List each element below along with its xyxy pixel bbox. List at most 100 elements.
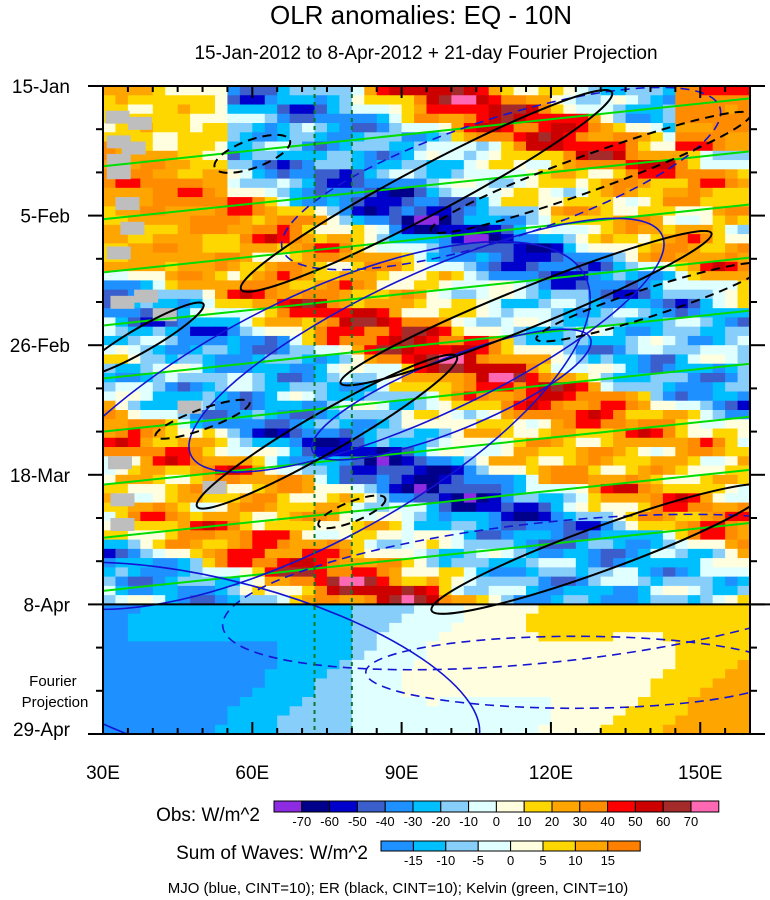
shade-cell	[414, 724, 428, 734]
shade-cell	[600, 160, 614, 170]
shade-cell	[538, 224, 552, 235]
shade-cell	[165, 280, 179, 291]
shade-cell	[563, 428, 577, 439]
shade-cell	[103, 678, 117, 689]
shade-cell	[687, 372, 701, 383]
shade-cell	[438, 622, 452, 633]
shade-cell	[526, 86, 540, 96]
shade-cell	[115, 622, 129, 633]
shade-cell	[314, 335, 328, 346]
shade-cell	[712, 465, 726, 476]
shade-cell	[538, 169, 552, 180]
shade-cell	[625, 289, 639, 300]
shade-cell	[177, 511, 191, 522]
shade-cell	[152, 141, 166, 152]
shade-cell	[127, 391, 141, 402]
shade-cell	[662, 400, 676, 411]
shade-cell	[575, 696, 589, 707]
shade-cell	[127, 576, 141, 587]
shade-cell	[339, 391, 353, 402]
shade-cell	[401, 150, 415, 161]
shade-cell	[737, 622, 750, 633]
shade-cell	[252, 530, 266, 541]
shade-cell	[339, 493, 353, 504]
shade-cell	[488, 252, 502, 263]
shade-cell	[202, 428, 216, 439]
shade-cell	[177, 567, 191, 578]
shade-cell	[625, 400, 639, 411]
shade-cell	[227, 428, 241, 439]
colorbar-level-label: 40	[600, 814, 614, 829]
shade-cell	[426, 678, 440, 689]
shade-cell	[451, 345, 465, 356]
shade-cell	[152, 530, 166, 541]
shade-cell	[227, 650, 241, 661]
shade-cell	[725, 687, 739, 698]
shade-cell	[463, 141, 477, 152]
shade-cell	[575, 641, 589, 652]
shade-cell	[575, 437, 589, 448]
kelvin-contour	[103, 362, 750, 433]
shade-cell	[401, 539, 415, 550]
shade-cell	[326, 308, 340, 319]
shade-cell	[152, 539, 166, 550]
shade-cell	[600, 280, 614, 291]
shade-cell	[351, 104, 365, 115]
shade-cell	[376, 669, 390, 680]
shade-cell	[314, 271, 328, 281]
shade-cell	[712, 326, 726, 337]
shade-cell	[513, 604, 527, 615]
shade-cell	[364, 622, 378, 633]
shade-cell	[227, 678, 241, 689]
shade-cell	[426, 169, 440, 180]
shade-cell	[550, 354, 564, 365]
shade-cell	[140, 252, 154, 263]
shade-cell	[588, 548, 602, 559]
shade-cell	[190, 650, 204, 661]
shade-cell	[401, 604, 415, 615]
shade-cell	[165, 363, 179, 374]
shade-cell	[302, 252, 316, 263]
shade-cell	[700, 335, 714, 346]
shade-cell	[538, 613, 552, 624]
shade-cell	[501, 706, 515, 717]
shade-cell	[687, 410, 701, 420]
shade-cell	[526, 104, 540, 115]
shade-cell	[351, 252, 365, 263]
shade-cell	[488, 104, 502, 115]
shade-cell	[675, 141, 689, 152]
shade-cell	[625, 650, 639, 661]
shade-cell	[152, 197, 166, 207]
shade-cell	[202, 363, 216, 374]
shade-cell	[351, 567, 365, 578]
shade-cell	[426, 706, 440, 717]
shade-cell	[190, 530, 204, 541]
shade-cell	[401, 234, 415, 244]
shade-cell	[376, 391, 390, 402]
shade-cell	[550, 178, 564, 189]
shade-cell	[414, 132, 428, 143]
shade-cell	[103, 715, 117, 726]
shade-cell	[725, 187, 739, 198]
colorbar-level-label: -20	[431, 814, 450, 829]
shade-cell	[351, 622, 365, 633]
shade-cell	[152, 224, 166, 235]
shade-cell	[190, 493, 204, 504]
shade-cell	[563, 400, 577, 411]
shade-cell	[575, 187, 589, 198]
shade-cell	[140, 669, 154, 680]
shade-cell	[414, 169, 428, 180]
shade-cell	[725, 243, 739, 254]
shade-cell	[314, 243, 328, 254]
shade-cell	[712, 252, 726, 263]
shade-cell	[351, 178, 365, 189]
shade-cell	[140, 447, 154, 457]
shade-cell	[638, 530, 652, 541]
shade-cell	[177, 187, 191, 198]
shade-cell	[662, 326, 676, 337]
shade-cell	[115, 95, 129, 106]
shade-cell	[662, 687, 676, 698]
shade-cell	[152, 123, 166, 133]
shade-cell	[687, 391, 701, 402]
shade-cell	[177, 687, 191, 698]
